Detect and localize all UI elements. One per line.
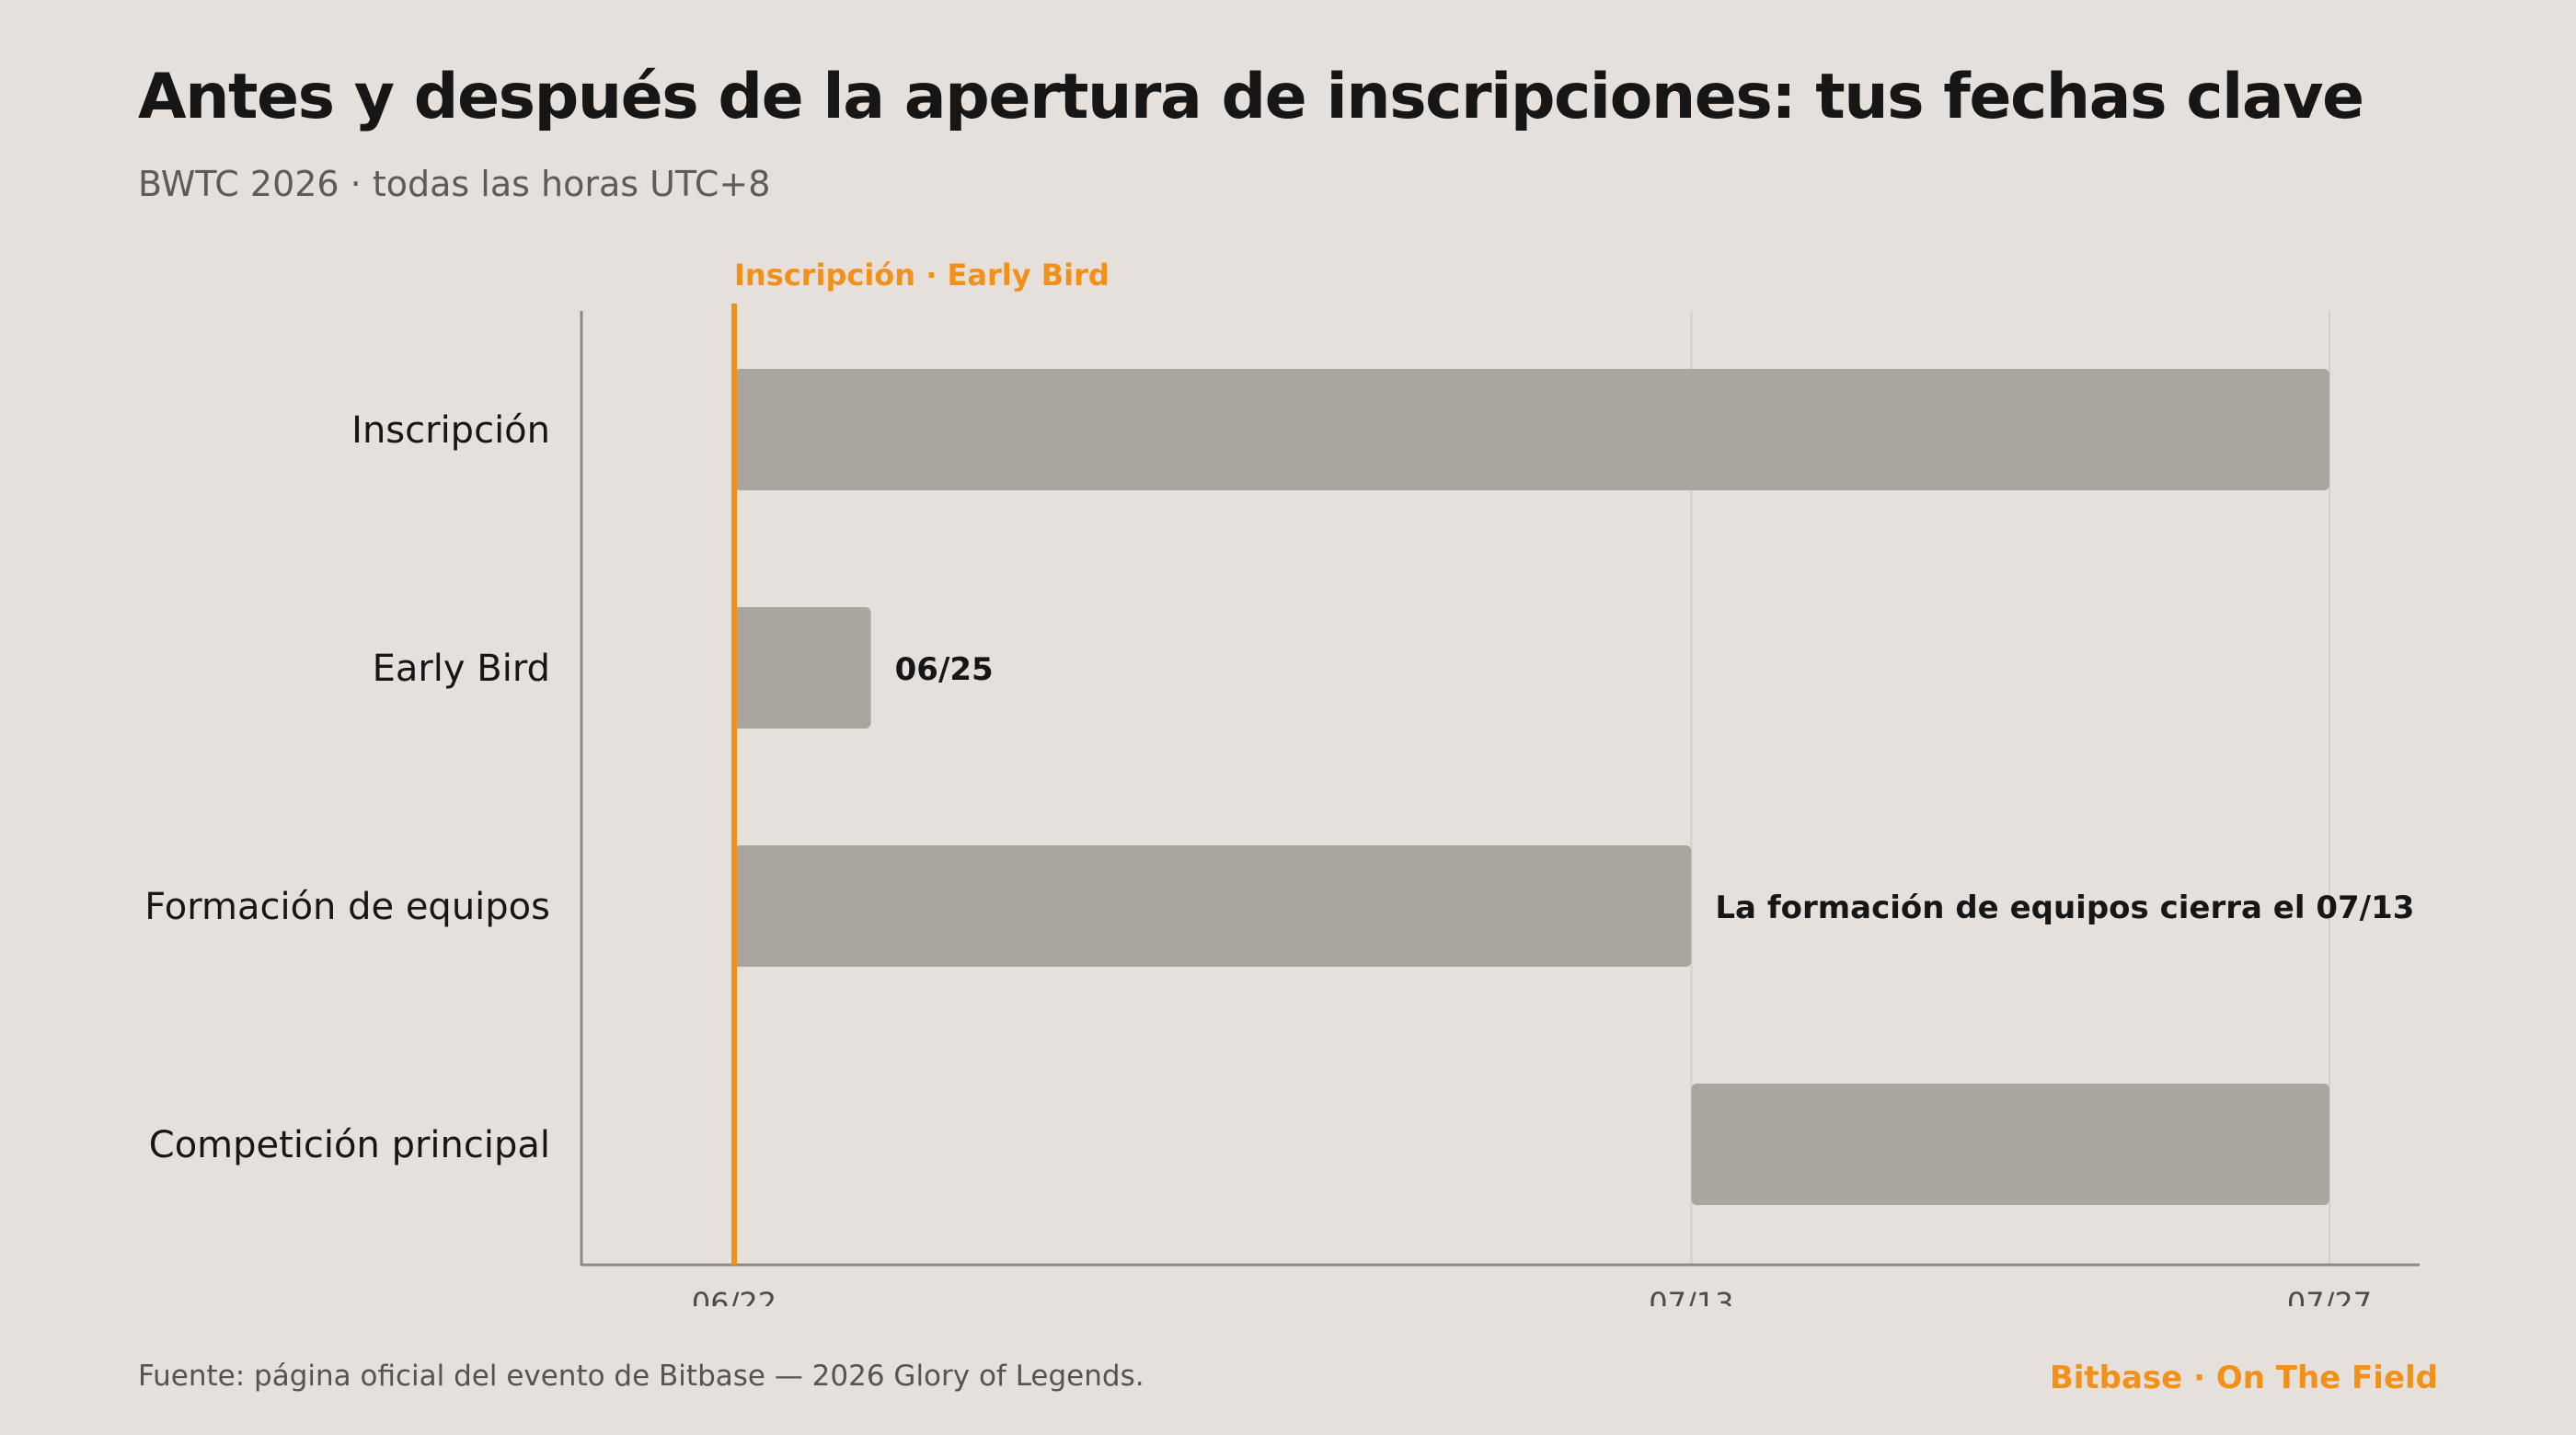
gantt-bar [734, 607, 871, 729]
bar-annotation: La formación de equipos cierra el 07/13 [1715, 890, 2414, 926]
source-note: Fuente: página oficial del evento de Bit… [138, 1360, 1144, 1393]
row-label: Formación de equipos [144, 886, 550, 928]
gantt-bar [1691, 1084, 2329, 1205]
gantt-chart: Inscripción Early Bird 06/25 Formación de e… [144, 258, 2420, 1306]
row-label: Competición principal [149, 1124, 550, 1166]
x-tick-label: 06/22 [692, 1286, 776, 1306]
chart-subtitle: BWTC 2026 · todas las horas UTC+8 [138, 164, 771, 204]
brand-signature: Bitbase · On The Field [2049, 1360, 2438, 1396]
x-tick-label: 07/27 [2287, 1286, 2372, 1306]
row-label: Inscripción [351, 409, 550, 452]
row-label: Early Bird [373, 648, 550, 690]
bar-annotation: 06/25 [895, 651, 994, 688]
marker-label: Inscripción · Early Bird [734, 258, 1110, 293]
gantt-bar [734, 845, 1692, 967]
x-tick-label: 07/13 [1649, 1286, 1733, 1306]
gantt-bar [734, 369, 2329, 490]
chart-title: Antes y después de la apertura de inscri… [138, 61, 2364, 133]
